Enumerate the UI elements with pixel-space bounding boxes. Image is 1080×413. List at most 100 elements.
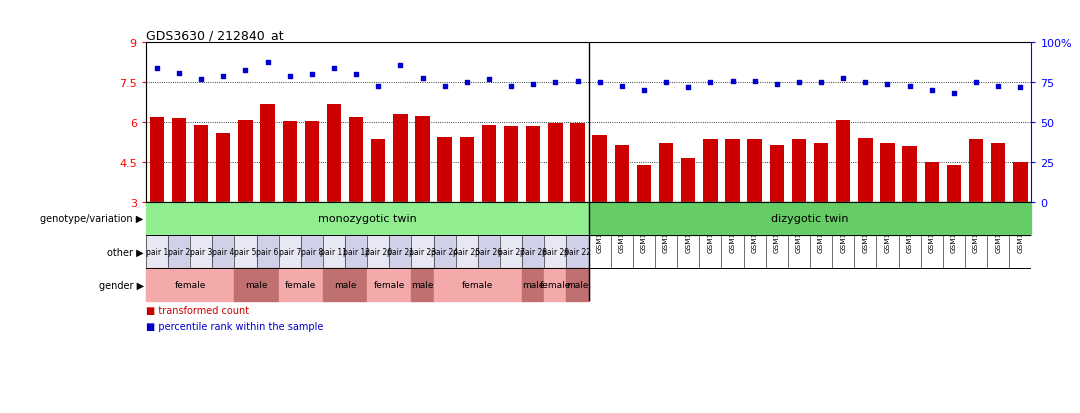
Bar [903, 147, 917, 202]
Point [835, 75, 852, 82]
Point [791, 80, 808, 86]
Text: dizygotic twin: dizygotic twin [771, 214, 849, 224]
Bar [792, 140, 806, 202]
Text: pair 25: pair 25 [454, 247, 481, 256]
Bar [234, 235, 257, 268]
Bar [411, 268, 434, 301]
Bar [168, 235, 190, 268]
Bar [947, 165, 961, 202]
Text: pair 7: pair 7 [279, 247, 301, 256]
Text: pair 20: pair 20 [365, 247, 392, 256]
Bar [323, 268, 367, 301]
Text: pair 26: pair 26 [475, 247, 502, 256]
Bar [681, 159, 696, 202]
Bar [234, 268, 279, 301]
Text: gender ▶: gender ▶ [98, 280, 144, 290]
Text: female: female [374, 280, 405, 290]
Bar [456, 235, 477, 268]
Point [569, 78, 586, 85]
Bar [150, 118, 164, 202]
Bar [367, 235, 390, 268]
Bar [969, 140, 983, 202]
Bar [190, 235, 213, 268]
Text: female: female [462, 280, 494, 290]
Bar [216, 133, 230, 202]
Point [348, 72, 365, 78]
Text: pair 24: pair 24 [431, 247, 458, 256]
Text: genotype/variation ▶: genotype/variation ▶ [40, 214, 144, 224]
Bar [500, 235, 523, 268]
Point [856, 80, 874, 86]
Bar [393, 115, 407, 202]
Point [658, 80, 675, 86]
Point [989, 83, 1007, 90]
Text: pair 8: pair 8 [300, 247, 323, 256]
Bar [924, 163, 939, 202]
Point [281, 74, 298, 80]
Bar [460, 138, 474, 202]
Text: male: male [411, 280, 434, 290]
Point [812, 80, 829, 86]
Text: pair 27: pair 27 [498, 247, 525, 256]
Bar [146, 268, 234, 301]
Text: GDS3630 / 212840_at: GDS3630 / 212840_at [146, 29, 283, 42]
Bar [659, 144, 673, 202]
Point [702, 80, 719, 86]
Point [392, 62, 409, 69]
Bar [390, 235, 411, 268]
Bar [880, 144, 894, 202]
Point [525, 81, 542, 88]
Bar [279, 235, 300, 268]
Text: pair 1: pair 1 [146, 247, 168, 256]
Bar [593, 136, 607, 202]
Text: pair 3: pair 3 [190, 247, 213, 256]
Bar [349, 118, 363, 202]
Bar [637, 165, 651, 202]
Bar [615, 145, 629, 202]
Point [192, 77, 210, 83]
Text: male: male [245, 280, 268, 290]
Bar [526, 127, 540, 202]
Bar [372, 140, 386, 202]
Text: pair 5: pair 5 [234, 247, 257, 256]
Point [1012, 85, 1029, 91]
Point [768, 81, 785, 88]
Bar [703, 140, 717, 202]
Point [237, 67, 254, 74]
Point [481, 77, 498, 83]
Text: female: female [174, 280, 206, 290]
Bar [346, 235, 367, 268]
Point [945, 91, 962, 97]
Bar [279, 268, 323, 301]
Text: pair 29: pair 29 [542, 247, 569, 256]
Text: pair 11: pair 11 [321, 247, 348, 256]
Bar [544, 235, 566, 268]
Bar [283, 121, 297, 202]
Text: pair 6: pair 6 [256, 247, 279, 256]
Bar [567, 268, 589, 301]
Bar [478, 235, 500, 268]
Bar [416, 116, 430, 202]
Bar [549, 124, 563, 202]
Point [546, 80, 564, 86]
Bar [327, 104, 341, 202]
Point [879, 81, 896, 88]
Point [591, 80, 608, 86]
Bar [305, 121, 319, 202]
Point [171, 70, 188, 77]
Bar [570, 124, 584, 202]
Bar [434, 235, 456, 268]
Text: other ▶: other ▶ [107, 247, 144, 257]
Bar [300, 235, 323, 268]
Bar [567, 235, 589, 268]
Text: monozygotic twin: monozygotic twin [318, 214, 417, 224]
Point [923, 88, 941, 95]
Bar [991, 144, 1005, 202]
Bar [770, 145, 784, 202]
Bar [544, 268, 566, 301]
Point [259, 59, 276, 66]
Point [303, 72, 321, 78]
Text: pair 22: pair 22 [564, 247, 591, 256]
Bar [437, 138, 451, 202]
Point [215, 74, 232, 80]
